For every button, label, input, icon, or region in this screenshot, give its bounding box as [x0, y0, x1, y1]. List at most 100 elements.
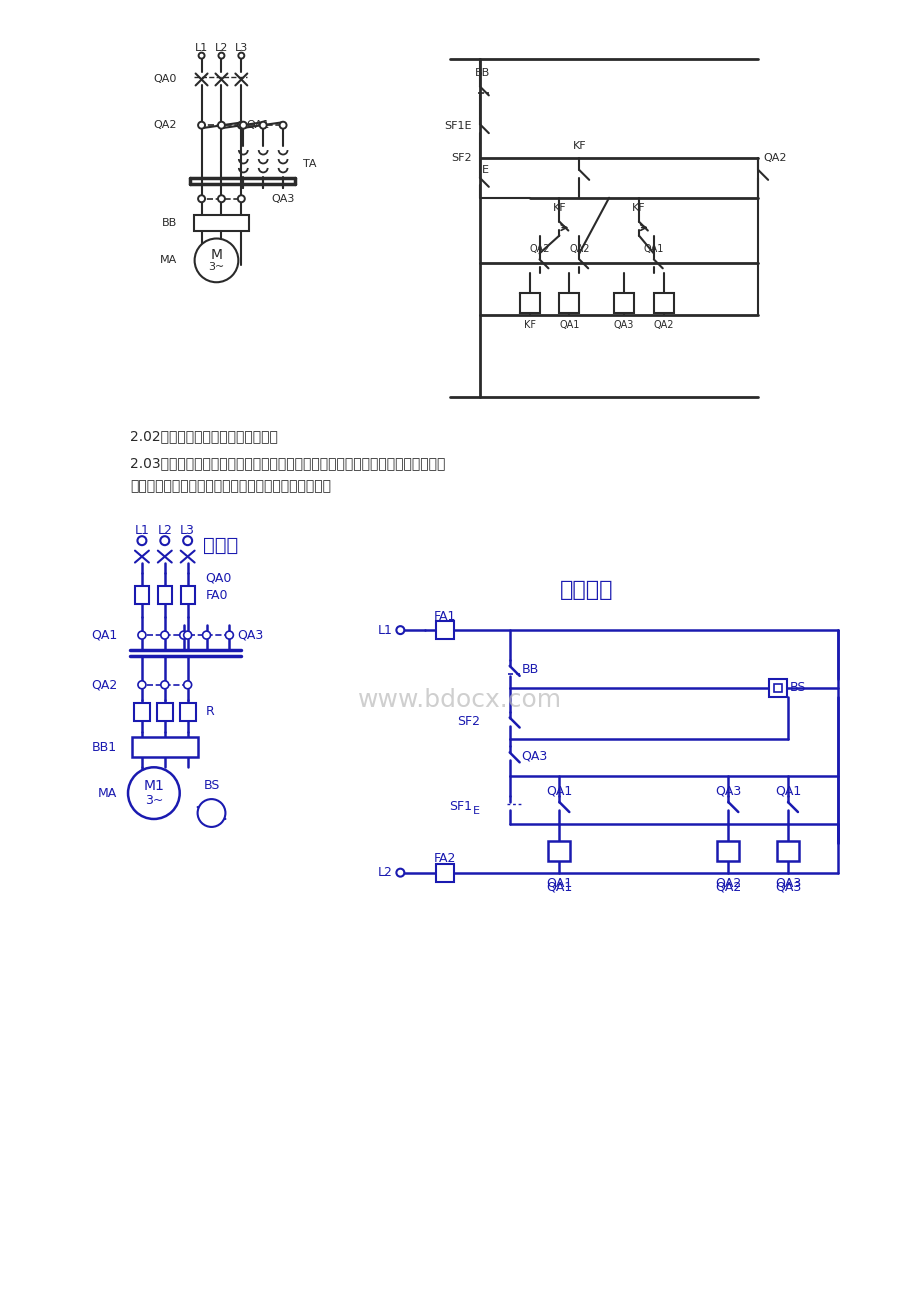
Circle shape [218, 121, 224, 129]
Circle shape [198, 195, 205, 202]
Circle shape [161, 631, 168, 639]
Text: 2.02、自耦变压器降压启动控制线路: 2.02、自耦变压器降压启动控制线路 [130, 430, 278, 444]
Circle shape [199, 52, 204, 59]
Text: L3: L3 [234, 43, 248, 52]
Text: QA2: QA2 [91, 678, 117, 691]
Text: SF2: SF2 [451, 154, 471, 163]
Circle shape [218, 195, 224, 202]
Text: QA2: QA2 [528, 245, 550, 254]
Circle shape [183, 536, 192, 546]
Text: M: M [210, 249, 222, 263]
Bar [135, 586, 149, 604]
Text: 控制电路: 控制电路 [559, 581, 612, 600]
Text: QA3: QA3 [774, 876, 800, 889]
Text: QA1: QA1 [643, 245, 664, 254]
Text: L2: L2 [214, 43, 228, 52]
Text: 车。试设计主电路和控制电路，并要求有必要的保护。: 车。试设计主电路和控制电路，并要求有必要的保护。 [130, 479, 331, 493]
Bar [436, 863, 454, 881]
Bar [548, 841, 570, 861]
Circle shape [202, 631, 210, 639]
Text: FA0: FA0 [205, 589, 228, 602]
Text: L1: L1 [134, 525, 149, 538]
Bar [613, 293, 633, 312]
Text: 3~: 3~ [208, 262, 224, 272]
Text: M1: M1 [143, 779, 165, 793]
Text: L1: L1 [195, 43, 208, 52]
Text: FA1: FA1 [434, 609, 456, 622]
Text: BB: BB [162, 217, 176, 228]
Text: www.bdocx.com: www.bdocx.com [357, 687, 562, 712]
Circle shape [396, 626, 403, 634]
Text: MA: MA [97, 786, 117, 799]
Text: KF: KF [552, 203, 565, 212]
Circle shape [137, 536, 146, 546]
Circle shape [138, 681, 146, 689]
Bar [193, 215, 249, 230]
Text: L2: L2 [377, 866, 392, 879]
Circle shape [198, 799, 225, 827]
Bar [519, 293, 539, 312]
Circle shape [238, 52, 244, 59]
Text: QA1: QA1 [546, 880, 572, 893]
Text: QA3: QA3 [237, 629, 264, 642]
Circle shape [195, 238, 238, 283]
Text: 3~: 3~ [144, 794, 163, 807]
Circle shape [179, 631, 187, 639]
Bar [131, 737, 198, 758]
Circle shape [279, 121, 286, 129]
Text: QA2: QA2 [569, 245, 589, 254]
Circle shape [259, 121, 267, 129]
Text: MA: MA [159, 255, 176, 266]
Text: QA2: QA2 [153, 120, 176, 130]
Text: QA0: QA0 [205, 572, 232, 585]
Text: FA2: FA2 [434, 853, 456, 866]
Text: QA3: QA3 [271, 194, 294, 203]
Text: KF: KF [631, 203, 645, 212]
Text: L3: L3 [180, 525, 195, 538]
Text: L2: L2 [157, 525, 172, 538]
Text: QA1: QA1 [546, 876, 572, 889]
Text: BS: BS [789, 681, 805, 694]
Bar [777, 841, 798, 861]
Text: QA1: QA1 [91, 629, 117, 642]
Text: QA0: QA0 [153, 74, 176, 85]
Bar [773, 684, 781, 691]
Text: TA: TA [302, 159, 316, 169]
Text: 主电路: 主电路 [202, 536, 237, 555]
Circle shape [184, 631, 191, 639]
Circle shape [128, 767, 179, 819]
Bar [180, 586, 195, 604]
Circle shape [138, 631, 146, 639]
Text: QA2: QA2 [652, 320, 674, 329]
Text: BB1: BB1 [92, 741, 117, 754]
Text: QA3: QA3 [714, 785, 741, 798]
Bar [158, 586, 172, 604]
Text: SF1: SF1 [448, 799, 471, 812]
Bar [179, 703, 196, 720]
Bar [717, 841, 739, 861]
Circle shape [396, 868, 403, 876]
Circle shape [198, 121, 205, 129]
Circle shape [238, 121, 244, 129]
Text: SF1E: SF1E [444, 121, 471, 132]
Text: QA1: QA1 [559, 320, 579, 329]
Bar [436, 621, 454, 639]
Text: E: E [472, 806, 480, 816]
Text: QA2: QA2 [763, 154, 786, 163]
Text: QA2: QA2 [714, 880, 741, 893]
Text: QA1: QA1 [546, 785, 572, 798]
Bar [156, 703, 173, 720]
Bar [653, 293, 673, 312]
Bar [559, 293, 579, 312]
Text: QA3: QA3 [613, 320, 633, 329]
Text: KF: KF [572, 141, 585, 151]
Circle shape [161, 681, 168, 689]
Text: E: E [482, 165, 488, 174]
Text: R: R [205, 706, 214, 719]
Text: BB: BB [521, 664, 539, 676]
Circle shape [218, 52, 224, 59]
Circle shape [160, 536, 169, 546]
Circle shape [238, 195, 244, 202]
Bar [134, 703, 150, 720]
Circle shape [184, 681, 191, 689]
